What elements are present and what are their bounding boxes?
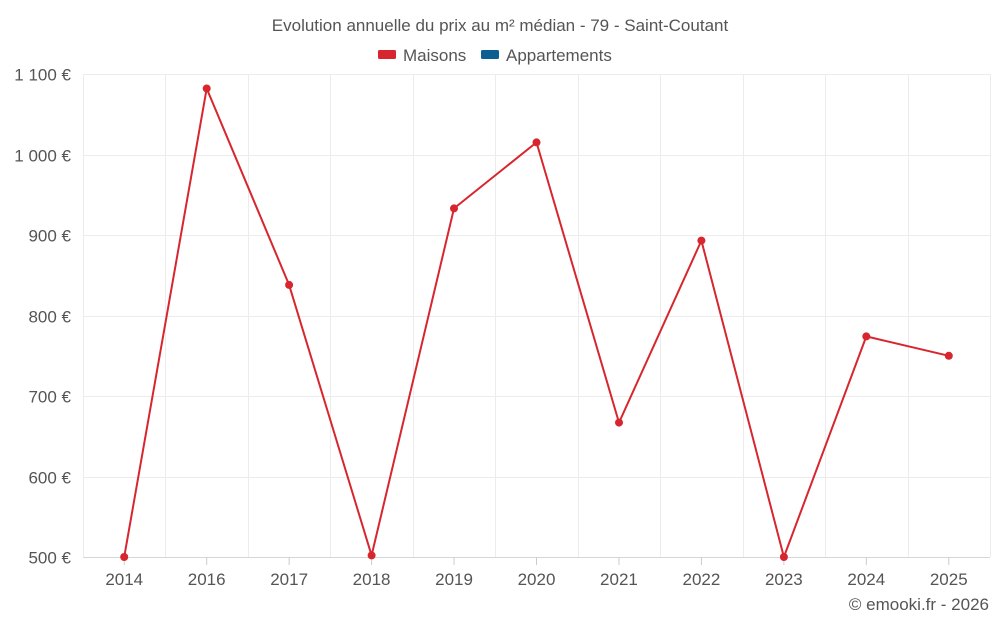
y-axis-ticks: 500 € 600 € 700 € 800 € 900 € 1 000 € 1 100 € bbox=[14, 66, 71, 568]
data-point[interactable] bbox=[862, 332, 871, 341]
x-tick-label: 2018 bbox=[353, 570, 391, 589]
x-tick-label: 2021 bbox=[600, 570, 638, 589]
y-tick-label: 900 € bbox=[28, 227, 71, 246]
data-point[interactable] bbox=[450, 204, 458, 213]
legend: Maisons Appartements bbox=[378, 46, 612, 65]
legend-label-appartements[interactable]: Appartements bbox=[506, 46, 612, 65]
x-tick-label: 2023 bbox=[765, 570, 803, 589]
x-tick-label: 2022 bbox=[682, 570, 720, 589]
data-point[interactable] bbox=[120, 553, 129, 561]
y-tick-label: 1 100 € bbox=[14, 66, 71, 85]
data-point[interactable] bbox=[779, 553, 788, 561]
data-point[interactable] bbox=[367, 551, 376, 560]
x-tick-label: 2020 bbox=[518, 570, 556, 589]
y-tick-label: 1 000 € bbox=[14, 147, 71, 166]
data-point[interactable] bbox=[944, 351, 953, 360]
x-gridlines bbox=[83, 74, 991, 557]
data-point[interactable] bbox=[697, 236, 706, 245]
data-point[interactable] bbox=[285, 280, 294, 289]
data-point[interactable] bbox=[202, 84, 211, 93]
series-layer bbox=[120, 84, 953, 561]
data-point[interactable] bbox=[615, 418, 623, 427]
x-tick-label: 2024 bbox=[847, 570, 885, 589]
x-tick-label: 2025 bbox=[930, 570, 968, 589]
y-tick-label: 800 € bbox=[28, 308, 71, 327]
x-tick-label: 2016 bbox=[188, 570, 226, 589]
y-tick-label: 600 € bbox=[28, 469, 71, 488]
legend-swatch-maisons bbox=[378, 50, 396, 59]
legend-swatch-appartements bbox=[481, 50, 499, 59]
y-tick-label: 500 € bbox=[28, 549, 71, 568]
y-tick-label: 700 € bbox=[28, 388, 71, 407]
chart-credit: © emooki.fr - 2026 bbox=[849, 595, 989, 614]
chart-title: Evolution annuelle du prix au m² médian … bbox=[272, 16, 729, 35]
legend-label-maisons[interactable]: Maisons bbox=[403, 46, 466, 65]
x-tick-label: 2017 bbox=[270, 570, 308, 589]
x-tick-label: 2014 bbox=[105, 570, 143, 589]
x-axis-ticks: 2014 2016 2017 2018 2019 2020 2021 2022 2023 2024… bbox=[105, 557, 968, 589]
x-tick-label: 2019 bbox=[435, 570, 473, 589]
y-gridlines bbox=[83, 74, 990, 558]
data-point[interactable] bbox=[532, 138, 541, 147]
